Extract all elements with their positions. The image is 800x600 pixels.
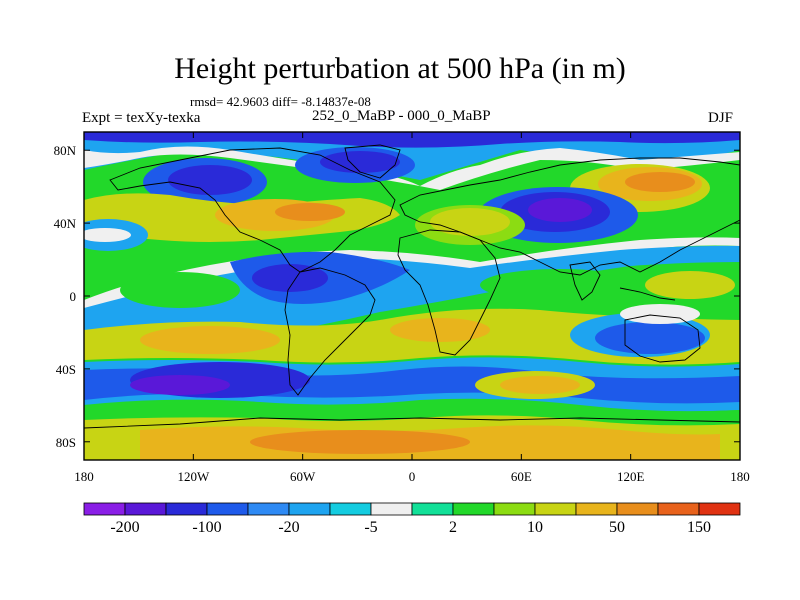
colorbar-label: 10: [527, 519, 543, 536]
field-sh-subtrop-orange: [140, 326, 280, 354]
colorbar: [83, 502, 741, 516]
colorbar-labels: -200 -100 -20 -5 2 10 50 150: [110, 519, 711, 536]
coast-india: [569, 261, 601, 301]
field-npacific-low-core: [168, 165, 252, 195]
y-tick-marks: [84, 149, 740, 443]
x-tick-label: 180: [74, 469, 94, 484]
field-asia-low-core: [528, 198, 592, 222]
colorbar-box: [657, 502, 700, 516]
coast-eurasia: [399, 157, 740, 276]
colorbar-box: [698, 502, 741, 516]
field-americas-blue-core: [252, 264, 328, 292]
colorbar-box: [534, 502, 577, 516]
y-tick-label: 40N: [54, 216, 77, 231]
x-tick-marks: [83, 132, 741, 460]
colorbar-label: 2: [449, 519, 457, 536]
colorbar-box: [370, 502, 413, 516]
x-tick-label: 60W: [290, 469, 316, 484]
y-tick-label: 80S: [56, 435, 76, 450]
y-tick-label: 0: [70, 289, 77, 304]
field-arctic-blue: [84, 132, 740, 148]
x-tick-label: 60E: [511, 469, 532, 484]
colorbar-box: [83, 502, 126, 516]
comparison-label: 252_0_MaBP - 000_0_MaBP: [312, 108, 491, 124]
colorbar-box: [288, 502, 331, 516]
coast-south-america: [284, 267, 376, 396]
colorbar-box: [452, 502, 495, 516]
colorbar-box: [411, 502, 454, 516]
field-sh-subtrop-orange2: [390, 318, 490, 342]
colorbar-label: 50: [609, 519, 625, 536]
field-south-high-core: [500, 376, 580, 394]
height-field: [84, 132, 740, 460]
coast-indonesia: [619, 287, 676, 301]
field-pacific-white: [84, 228, 131, 242]
field-north-white-band: [84, 146, 740, 190]
colorbar-box: [124, 502, 167, 516]
field-trop-green2: [480, 269, 640, 301]
field-indian-white: [620, 304, 700, 324]
field-trop-green: [120, 272, 240, 308]
colorbar-label: -5: [364, 519, 377, 536]
x-tick-label: 0: [409, 469, 416, 484]
y-tick-label: 80N: [54, 143, 77, 158]
colorbar-box: [329, 502, 372, 516]
field-africa-high: [430, 208, 510, 236]
y-tick-labels: 80N 40N 0 40S 80S: [54, 143, 77, 450]
experiment-label: Expt = texXy-texka: [82, 110, 201, 126]
colorbar-box: [616, 502, 659, 516]
colorbar-label: -20: [278, 519, 299, 536]
coast-greenland: [344, 144, 401, 179]
colorbar-box: [493, 502, 536, 516]
y-tick-label: 40S: [56, 362, 76, 377]
coast-antarctica: [84, 417, 740, 429]
x-tick-label: 180: [730, 469, 750, 484]
field-natlantic-low-core: [320, 151, 400, 173]
field-antarctic-core: [250, 430, 470, 454]
field-southern-core: [130, 375, 230, 395]
x-tick-labels: 180 120W 60W 0 60E 120E 180: [74, 469, 750, 484]
colorbar-box: [206, 502, 249, 516]
coastlines: [84, 144, 740, 429]
colorbar-box: [247, 502, 290, 516]
coast-north-america: [109, 147, 396, 273]
colorbar-label: 150: [687, 519, 711, 536]
field-tropical-cyan: [84, 245, 740, 339]
field-trop-yellow: [645, 271, 735, 299]
coast-australia: [624, 314, 701, 363]
colorbar-label: -100: [192, 519, 221, 536]
colorbar-box: [575, 502, 618, 516]
stats-label: rmsd= 42.9603 diff= -8.14837e-08: [190, 94, 371, 109]
x-tick-label: 120W: [177, 469, 210, 484]
field-siberia-high-core: [625, 172, 695, 192]
colorbar-label: -200: [110, 519, 139, 536]
field-midlat-high-core2: [275, 203, 345, 221]
season-label: DJF: [708, 110, 734, 126]
colorbar-box: [165, 502, 208, 516]
x-tick-label: 120E: [617, 469, 645, 484]
field-north-cyan-band: [84, 132, 740, 180]
map-title: Height perturbation at 500 hPa (in m): [174, 52, 626, 85]
field-australia-low: [595, 322, 705, 354]
